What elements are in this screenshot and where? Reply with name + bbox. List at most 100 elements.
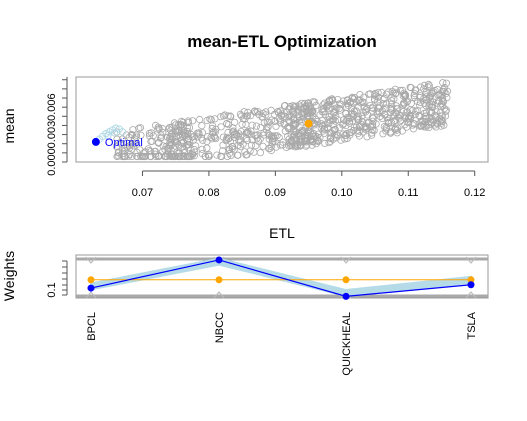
frontier-point — [190, 132, 198, 140]
frontier-point — [242, 151, 250, 159]
weights-lines — [76, 256, 488, 300]
equal-weight-point — [87, 276, 95, 284]
frontier-point — [138, 152, 146, 161]
frontier-point — [368, 104, 376, 112]
frontier-point — [295, 132, 303, 140]
y-tick-label: 0.003 — [46, 121, 58, 149]
frontier-point — [198, 145, 206, 153]
frontier-point — [284, 123, 292, 131]
frontier-point — [424, 83, 432, 91]
frontier-point — [291, 121, 299, 129]
frontier-point — [250, 148, 258, 156]
frontier-point — [392, 89, 400, 97]
bound-marker — [465, 256, 477, 264]
frontier-point — [354, 103, 362, 111]
frontier-point — [172, 132, 181, 140]
frontier-point-optimal-region — [110, 129, 119, 137]
frontier-point — [288, 142, 296, 150]
frontier-point — [304, 99, 313, 107]
bound-marker — [85, 256, 97, 264]
frontier-point — [311, 115, 320, 124]
frontier-point — [326, 96, 334, 104]
frontier-point — [175, 152, 183, 161]
weights-y-axis-label: Weights — [1, 251, 17, 301]
frontier-point — [145, 129, 153, 137]
frontier-point — [334, 132, 342, 140]
frontier-point — [392, 102, 400, 110]
frontier-point — [327, 103, 335, 112]
frontier-point — [140, 152, 148, 161]
scatter-plot-frame — [75, 76, 489, 163]
frontier-point — [348, 93, 356, 102]
frontier-point — [327, 135, 335, 143]
frontier-point — [229, 128, 237, 136]
frontier-point — [152, 152, 160, 161]
frontier-point — [187, 130, 195, 138]
frontier-point — [289, 119, 298, 127]
frontier-point — [293, 142, 301, 151]
frontier-point — [354, 129, 362, 138]
frontier-point — [356, 122, 364, 130]
optimal-weight-point — [87, 284, 95, 292]
frontier-point — [177, 121, 185, 129]
frontier-point — [305, 102, 313, 110]
frontier-point — [259, 142, 267, 150]
frontier-point — [198, 122, 206, 130]
highlight-points — [91, 119, 313, 146]
frontier-point — [277, 111, 286, 119]
x-tick-label: 0.08 — [198, 187, 219, 199]
frontier-point — [363, 133, 371, 141]
frontier-point — [265, 132, 273, 140]
frontier-point — [439, 79, 447, 87]
frontier-point — [442, 79, 450, 87]
optimal-label: Optimal — [105, 137, 143, 149]
frontier-point — [171, 135, 179, 144]
frontier-point — [239, 140, 247, 148]
x-tick-label: 0.09 — [265, 187, 286, 199]
frontier-point — [373, 98, 382, 106]
frontier-point — [232, 130, 240, 138]
frontier-point — [180, 127, 188, 135]
frontier-point — [184, 117, 192, 125]
frontier-point — [259, 109, 267, 118]
frontier-point — [413, 97, 422, 106]
frontier-point — [280, 102, 289, 110]
frontier-point — [205, 152, 213, 160]
x-tick-label: 0.07 — [132, 187, 153, 199]
frontier-point — [177, 139, 186, 147]
frontier-point — [324, 124, 332, 132]
frontier-point — [223, 133, 231, 141]
frontier-point — [409, 106, 417, 114]
frontier-point — [381, 111, 389, 119]
frontier-point — [248, 121, 256, 129]
weights-plot-frame — [75, 254, 489, 299]
frontier-point — [223, 119, 231, 128]
frontier-point — [343, 134, 351, 142]
frontier-point — [196, 115, 204, 124]
frontier-point — [441, 112, 450, 120]
frontier-point — [422, 121, 430, 130]
frontier-point — [410, 91, 418, 100]
frontier-point — [177, 117, 186, 126]
frontier-point — [407, 99, 415, 108]
frontier-point — [246, 112, 255, 120]
frontier-point — [230, 146, 238, 154]
frontier-point — [422, 96, 430, 104]
frontier-point — [346, 129, 354, 137]
frontier-point — [319, 101, 327, 109]
frontier-point — [320, 125, 328, 134]
frontier-point — [246, 147, 254, 155]
frontier-point — [382, 104, 390, 112]
frontier-point — [373, 108, 381, 116]
frontier-point — [222, 137, 230, 145]
frontier-point — [363, 125, 371, 133]
frontier-point — [203, 144, 211, 152]
frontier-point-optimal-region — [104, 131, 112, 140]
frontier-point — [226, 149, 234, 158]
frontier-point — [380, 94, 389, 103]
frontier-point — [416, 113, 424, 121]
frontier-point — [112, 143, 121, 151]
frontier-point — [155, 138, 163, 146]
frontier-point — [286, 102, 294, 111]
frontier-point — [422, 88, 430, 96]
